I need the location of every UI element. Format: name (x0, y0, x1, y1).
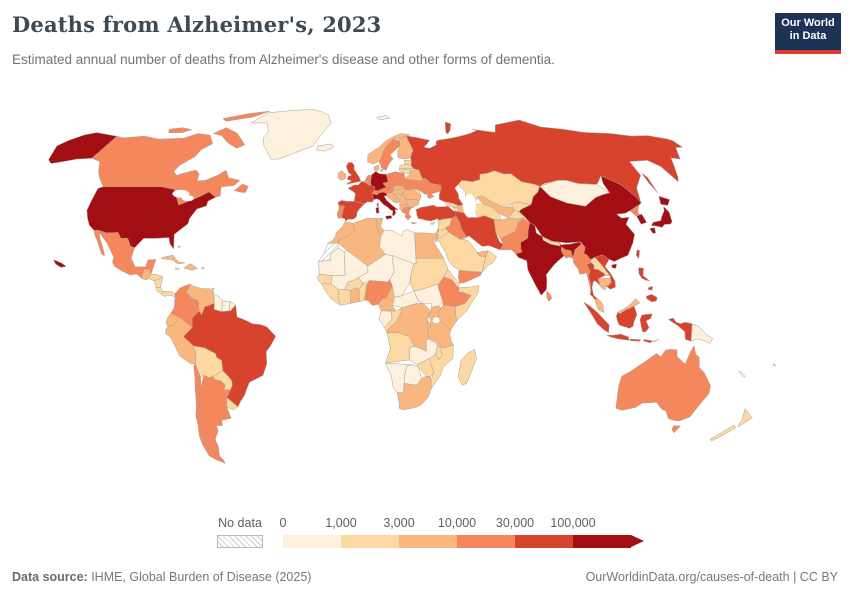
country-south-africa[interactable] (396, 375, 432, 411)
country-united-kingdom[interactable] (346, 162, 362, 185)
country-svalbard[interactable] (376, 115, 390, 121)
country-tajikistan[interactable] (507, 209, 525, 220)
license-note[interactable]: OurWorldinData.org/causes-of-death | CC … (585, 570, 838, 584)
country-denmark[interactable] (373, 164, 384, 173)
water-overlays (172, 189, 476, 324)
country-bulgaria[interactable] (406, 199, 420, 208)
country-sri-lanka[interactable] (546, 290, 553, 302)
country-new-caledonia[interactable] (738, 370, 746, 378)
country-taiwan[interactable] (635, 249, 640, 259)
country-ukraine[interactable] (403, 177, 442, 200)
country-philippines[interactable] (638, 267, 658, 303)
owid-logo-line1: Our World (781, 17, 835, 29)
owid-logo-line2: in Data (789, 30, 827, 42)
country-fiji[interactable] (772, 363, 777, 367)
country-chile[interactable] (193, 363, 226, 464)
country-mexico[interactable] (93, 230, 157, 279)
country-cyprus[interactable] (429, 221, 436, 226)
lake (463, 193, 476, 218)
country-canada[interactable] (91, 110, 271, 206)
country-cameroon[interactable] (377, 286, 397, 312)
country-japan[interactable] (649, 195, 673, 234)
country-south-korea[interactable] (636, 213, 647, 225)
lake (432, 317, 440, 324)
country-senegal[interactable] (316, 273, 333, 285)
country-puerto-rico[interactable] (200, 267, 206, 270)
country-guyana[interactable] (213, 294, 223, 312)
country-portugal[interactable] (336, 205, 345, 219)
owid-logo[interactable]: Our World in Data (775, 13, 841, 54)
country-france[interactable] (347, 181, 379, 207)
country-spain[interactable] (337, 200, 365, 222)
country-jamaica[interactable] (175, 267, 181, 271)
country-timor-leste[interactable] (651, 339, 660, 343)
country-trinidad[interactable] (211, 287, 215, 291)
country-bangladesh[interactable] (560, 246, 574, 259)
country-new-zealand[interactable] (709, 408, 753, 442)
country-cambodia[interactable] (597, 277, 612, 291)
country-north-korea[interactable] (629, 204, 641, 217)
page-subtitle: Estimated annual number of deaths from A… (12, 52, 555, 67)
country-iceland[interactable] (316, 143, 334, 152)
country-bahamas[interactable] (178, 245, 182, 249)
country-yemen[interactable] (458, 270, 483, 284)
country-belarus[interactable] (404, 169, 423, 182)
country-honduras[interactable] (148, 274, 164, 282)
country-mongolia[interactable] (539, 180, 610, 207)
country-indonesia[interactable] (583, 301, 693, 344)
country-mozambique[interactable] (429, 344, 454, 389)
country-cuba[interactable] (160, 254, 186, 265)
country-finland[interactable] (397, 135, 414, 160)
country-congo[interactable] (384, 307, 403, 333)
country-suriname[interactable] (221, 300, 231, 312)
country-madagascar[interactable] (457, 349, 477, 386)
country-panama[interactable] (161, 291, 176, 297)
country-uae[interactable] (477, 250, 489, 257)
country-ivory-coast[interactable] (337, 289, 351, 306)
country-hispaniola[interactable] (183, 263, 198, 271)
country-papua-new-guinea[interactable] (690, 323, 713, 344)
data-source-text: IHME, Global Burden of Disease (2025) (87, 570, 312, 584)
page-title: Deaths from Alzheimer's, 2023 (12, 12, 382, 37)
owid-logo-red-bar (775, 50, 841, 54)
country-latvia[interactable] (398, 164, 414, 169)
country-sweden[interactable] (379, 139, 401, 171)
country-georgia[interactable] (443, 201, 460, 208)
country-burkina-faso[interactable] (344, 277, 363, 291)
lake (182, 195, 194, 202)
country-greenland[interactable] (250, 109, 332, 160)
country-australia[interactable] (615, 345, 711, 434)
country-costa-rica[interactable] (155, 286, 164, 295)
data-source: Data source: IHME, Global Burden of Dise… (12, 570, 311, 584)
data-source-label: Data source: (12, 570, 88, 584)
country-greece[interactable] (401, 206, 417, 225)
country-lithuania[interactable] (398, 168, 411, 175)
country-moldova[interactable] (413, 188, 422, 197)
country-nepal[interactable] (542, 236, 561, 247)
country-ireland[interactable] (337, 170, 347, 181)
